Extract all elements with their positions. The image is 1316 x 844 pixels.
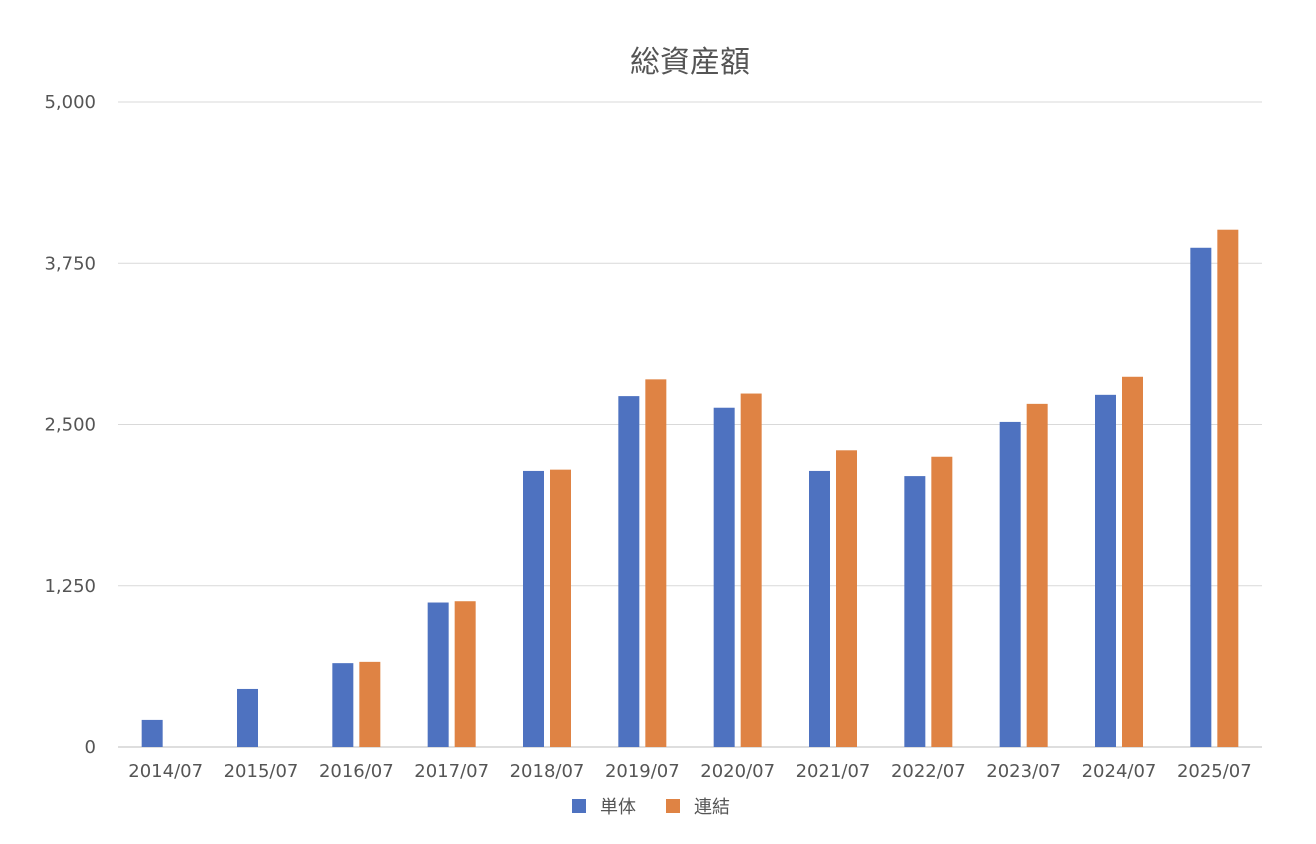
bar-standalone — [332, 663, 354, 747]
x-tick-label: 2015/07 — [224, 761, 299, 782]
bar-consolidated — [836, 450, 857, 747]
bar-consolidated — [454, 601, 476, 747]
x-tick-label: 2020/07 — [700, 761, 775, 782]
legend-label: 単体 — [600, 797, 636, 818]
x-tick-label: 2022/07 — [891, 761, 966, 782]
chart-title: 総資産額 — [630, 45, 750, 80]
y-tick-label: 1,250 — [44, 576, 96, 597]
bar-consolidated — [931, 456, 953, 747]
bar-standalone — [809, 470, 830, 747]
legend-swatch — [572, 799, 586, 813]
x-tick-label: 2016/07 — [319, 761, 394, 782]
y-tick-label: 3,750 — [44, 253, 96, 274]
legend-swatch — [666, 799, 680, 813]
bar-standalone — [1095, 394, 1116, 747]
bar-consolidated — [740, 393, 762, 747]
y-tick-label: 2,500 — [44, 415, 96, 436]
bar-standalone — [427, 602, 449, 747]
x-tick-label: 2024/07 — [1082, 761, 1157, 782]
bar-standalone — [237, 688, 258, 747]
y-axis: 0 1,250 2,500 3,750 5,000 — [44, 92, 96, 758]
bar-consolidated — [359, 661, 381, 747]
bars — [141, 229, 1239, 747]
x-tick-label: 2025/07 — [1177, 761, 1252, 782]
bar-consolidated — [1122, 376, 1143, 747]
bar-standalone — [618, 396, 640, 747]
x-tick-label: 2021/07 — [796, 761, 871, 782]
bar-standalone — [999, 421, 1021, 747]
bar-standalone — [141, 719, 163, 747]
x-tick-label: 2014/07 — [128, 761, 203, 782]
bar-consolidated — [1026, 403, 1048, 747]
bar-standalone — [1190, 247, 1212, 747]
bar-standalone — [904, 476, 926, 747]
x-tick-label: 2017/07 — [414, 761, 489, 782]
y-tick-label: 5,000 — [44, 92, 96, 113]
x-axis: 2014/07 2015/07 2016/07 2017/07 2018/07 2019/… — [128, 761, 1251, 782]
x-tick-label: 2019/07 — [605, 761, 680, 782]
x-tick-label: 2018/07 — [510, 761, 585, 782]
bar-consolidated — [1217, 229, 1239, 747]
bar-consolidated — [550, 469, 571, 747]
bar-consolidated — [645, 379, 667, 747]
legend-label: 連結 — [694, 797, 730, 818]
bar-standalone — [713, 407, 735, 747]
legend: 単体 連結 — [572, 797, 730, 818]
gridlines — [118, 101, 1262, 748]
bar-standalone — [523, 470, 544, 747]
y-tick-label: 0 — [85, 737, 96, 758]
x-tick-label: 2023/07 — [986, 761, 1061, 782]
